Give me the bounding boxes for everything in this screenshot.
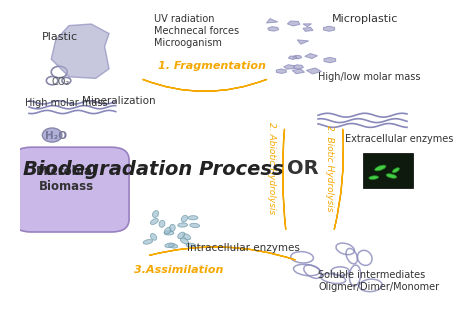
Polygon shape bbox=[324, 57, 336, 63]
Ellipse shape bbox=[143, 240, 153, 244]
Polygon shape bbox=[276, 69, 286, 74]
Ellipse shape bbox=[375, 165, 386, 171]
Polygon shape bbox=[293, 55, 301, 59]
Polygon shape bbox=[297, 40, 309, 44]
Ellipse shape bbox=[178, 232, 185, 239]
Text: Mineralization: Mineralization bbox=[82, 96, 156, 106]
Ellipse shape bbox=[178, 223, 188, 227]
Polygon shape bbox=[306, 68, 321, 74]
Text: UV radiation
Mechnecal forces
Microoganism: UV radiation Mechnecal forces Microogani… bbox=[154, 14, 238, 48]
Text: Intracellular enzymes: Intracellular enzymes bbox=[187, 243, 300, 253]
Ellipse shape bbox=[181, 215, 188, 222]
Text: Soluble intermediates
Oligmer/Dimer/Monomer: Soluble intermediates Oligmer/Dimer/Mono… bbox=[318, 270, 439, 292]
Ellipse shape bbox=[169, 224, 175, 231]
Text: H₂O: H₂O bbox=[45, 131, 66, 141]
Text: High molar mass: High molar mass bbox=[25, 98, 107, 108]
Ellipse shape bbox=[153, 211, 159, 218]
Ellipse shape bbox=[150, 219, 158, 225]
Polygon shape bbox=[303, 27, 313, 31]
Text: Extracellular enzymes: Extracellular enzymes bbox=[345, 134, 453, 144]
Ellipse shape bbox=[165, 243, 174, 247]
Text: Biodegradation Process: Biodegradation Process bbox=[23, 160, 284, 179]
Text: OR: OR bbox=[287, 158, 319, 178]
Polygon shape bbox=[288, 56, 297, 60]
FancyArrowPatch shape bbox=[143, 79, 266, 91]
Text: High/low molar mass: High/low molar mass bbox=[318, 72, 420, 82]
Polygon shape bbox=[51, 24, 109, 78]
Polygon shape bbox=[287, 21, 300, 26]
FancyArrowPatch shape bbox=[283, 129, 286, 229]
Ellipse shape bbox=[150, 234, 157, 240]
Text: 2. Abiotic Hydrolysis: 2. Abiotic Hydrolysis bbox=[267, 122, 276, 214]
Text: Plastic: Plastic bbox=[42, 32, 79, 42]
Ellipse shape bbox=[180, 238, 189, 244]
Ellipse shape bbox=[392, 168, 400, 173]
Text: 2. Biotic Hydrolysis: 2. Biotic Hydrolysis bbox=[325, 125, 334, 211]
Text: 3.Assimilation: 3.Assimilation bbox=[134, 265, 223, 276]
Polygon shape bbox=[292, 69, 304, 74]
Ellipse shape bbox=[190, 223, 200, 228]
Ellipse shape bbox=[183, 234, 191, 240]
FancyArrowPatch shape bbox=[334, 129, 344, 229]
Ellipse shape bbox=[188, 216, 198, 220]
Ellipse shape bbox=[164, 231, 174, 235]
FancyBboxPatch shape bbox=[13, 147, 129, 232]
Polygon shape bbox=[305, 53, 318, 59]
Ellipse shape bbox=[164, 228, 171, 234]
Text: Microbial
Biomass: Microbial Biomass bbox=[36, 165, 97, 193]
Polygon shape bbox=[293, 65, 303, 69]
Polygon shape bbox=[266, 19, 278, 23]
Circle shape bbox=[42, 128, 62, 142]
Polygon shape bbox=[303, 24, 311, 27]
Ellipse shape bbox=[186, 243, 196, 247]
Ellipse shape bbox=[369, 176, 378, 180]
Text: Microplastic: Microplastic bbox=[331, 14, 398, 24]
Polygon shape bbox=[268, 27, 279, 31]
Text: CO₂: CO₂ bbox=[52, 76, 70, 87]
FancyBboxPatch shape bbox=[364, 153, 413, 188]
FancyArrowPatch shape bbox=[149, 247, 295, 260]
Ellipse shape bbox=[168, 244, 178, 248]
Ellipse shape bbox=[159, 220, 165, 227]
Text: 1. Fragmentation: 1. Fragmentation bbox=[158, 60, 266, 71]
Polygon shape bbox=[284, 65, 295, 69]
Polygon shape bbox=[323, 26, 335, 31]
Ellipse shape bbox=[386, 174, 397, 178]
